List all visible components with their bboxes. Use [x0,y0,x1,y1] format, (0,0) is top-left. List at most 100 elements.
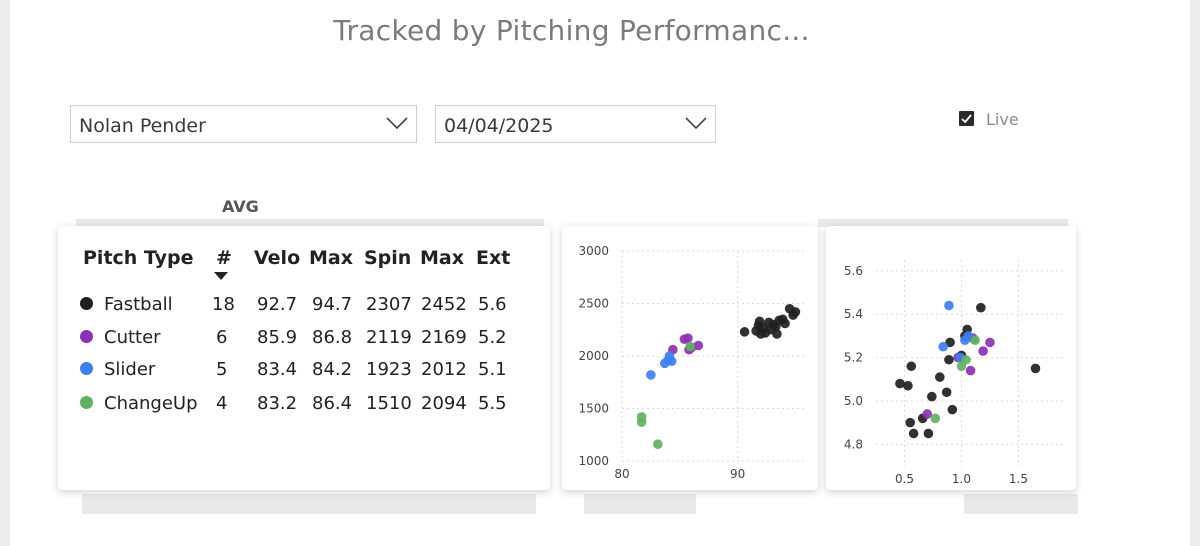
legend-dot-changeup [80,396,93,409]
scatter-point[interactable] [923,428,934,439]
card-shadow-strip [76,219,544,227]
scatter-point[interactable] [944,300,954,311]
live-label: Live [986,110,1019,129]
chevron-down-icon [386,117,408,130]
scatter-point[interactable] [947,404,958,415]
spin-cell: 2119 [366,327,412,348]
spin-cell: 1923 [366,359,412,380]
scatter-point[interactable] [938,341,949,352]
scatter-point[interactable] [636,417,647,427]
header-velo[interactable]: Velo [254,247,301,269]
y-tick-label: 1500 [578,402,609,416]
scatter-point[interactable] [666,356,677,367]
spin-max-cell: 2012 [421,359,467,380]
scatter-point[interactable] [945,337,955,348]
spin-cell: 2307 [366,294,412,315]
y-tick-label: 1000 [578,454,609,468]
count-cell: 18 [212,294,235,315]
y-tick-label: 3000 [578,244,609,258]
x-tick-label: 1.5 [1009,472,1028,486]
header-velo-max[interactable]: Max [309,247,353,269]
scatter-point[interactable] [930,413,941,424]
scatter-point[interactable] [685,341,696,352]
ext-cell: 5.5 [478,393,507,414]
scatter-point[interactable] [780,318,790,329]
velo-max-cell: 84.2 [312,359,353,380]
avg-label: AVG [222,197,259,216]
ext-cell: 5.1 [478,359,507,380]
scatter-point[interactable] [908,428,919,439]
scatter-point[interactable] [903,380,913,391]
sort-descending-icon [214,272,228,280]
scatter-point[interactable] [941,387,952,398]
velo-spin-chart-card: 1000 1500 2000 2500 3000 80 90 [562,226,818,490]
scatter-point[interactable] [646,370,656,380]
velo-cell: 83.2 [257,393,298,414]
card-shadow-strip [82,494,536,514]
y-tick-label: 2500 [578,297,609,311]
spin-max-cell: 2169 [421,327,467,348]
scatter-point[interactable] [965,365,976,376]
velo-max-cell: 86.4 [312,393,353,414]
report-page: Tracked by Pitching Performanc... Nolan … [10,0,1190,546]
header-spin-max[interactable]: Max [420,247,464,269]
pitcher-dropdown-value: Nolan Pender [79,115,206,137]
scatter-point[interactable] [922,409,933,419]
velo-max-cell: 94.7 [312,294,353,315]
legend-dot-slider [80,362,93,375]
scatter-point[interactable] [905,417,915,428]
pitcher-dropdown[interactable]: Nolan Pender [70,105,417,143]
y-tick-label: 4.8 [844,437,863,451]
scatter-point[interactable] [683,333,693,343]
scatter-point[interactable] [693,340,704,351]
ext-cell: 5.2 [478,327,507,348]
scatter-point[interactable] [653,439,663,449]
scatter-point[interactable] [985,337,995,348]
release-chart-card: 4.8 5.0 5.2 5.4 5.6 0.5 1.0 1.5 [826,226,1076,490]
spin-max-cell: 2452 [421,294,467,315]
scatter-point[interactable] [790,307,801,317]
pitch-type-cell: Slider [104,359,156,380]
scatter-point[interactable] [961,354,971,365]
header-pitch-type[interactable]: Pitch Type [83,247,194,269]
scatter-point[interactable] [1030,363,1041,374]
scatter-point[interactable] [970,335,980,346]
y-tick-label: 5.2 [844,351,863,365]
header-count[interactable]: # [216,247,232,269]
count-cell: 4 [216,393,228,414]
velo-cell: 85.9 [257,327,298,348]
legend-dot-fastball [80,297,93,310]
x-tick-label: 1.0 [952,472,971,486]
card-shadow-strip [584,494,696,514]
velo-max-cell: 86.8 [312,327,353,348]
x-tick-label: 90 [730,467,745,481]
scatter-point[interactable] [927,391,937,402]
ext-cell: 5.6 [478,294,507,315]
pitch-type-cell: ChangeUp [104,393,198,414]
header-spin[interactable]: Spin [364,247,412,269]
scatter-point[interactable] [978,346,988,356]
scatter-point[interactable] [895,378,905,389]
report-title: Tracked by Pitching Performanc... [333,14,810,47]
legend-dot-cutter [80,330,93,343]
live-checkbox[interactable] [959,111,974,126]
scatter-point[interactable] [963,331,974,341]
pitch-type-cell: Cutter [104,327,161,348]
chevron-down-icon [685,117,707,130]
y-tick-label: 5.0 [844,394,863,408]
scatter-point[interactable] [944,354,954,365]
scatter-point[interactable] [739,327,750,337]
scatter-point[interactable] [935,372,945,382]
date-dropdown[interactable]: 04/04/2025 [435,105,716,143]
scatter-point[interactable] [976,302,986,313]
header-ext[interactable]: Ext [476,247,511,269]
y-tick-label: 2000 [578,349,609,363]
scatter-point[interactable] [772,329,782,339]
pitch-summary-card [58,226,550,490]
y-tick-label: 5.6 [844,264,863,278]
x-tick-label: 80 [614,467,629,481]
velo-spin-scatter-chart: 1000 1500 2000 2500 3000 80 90 [578,244,807,481]
date-dropdown-value: 04/04/2025 [444,115,554,137]
count-cell: 6 [216,327,228,348]
scatter-point[interactable] [906,361,917,372]
